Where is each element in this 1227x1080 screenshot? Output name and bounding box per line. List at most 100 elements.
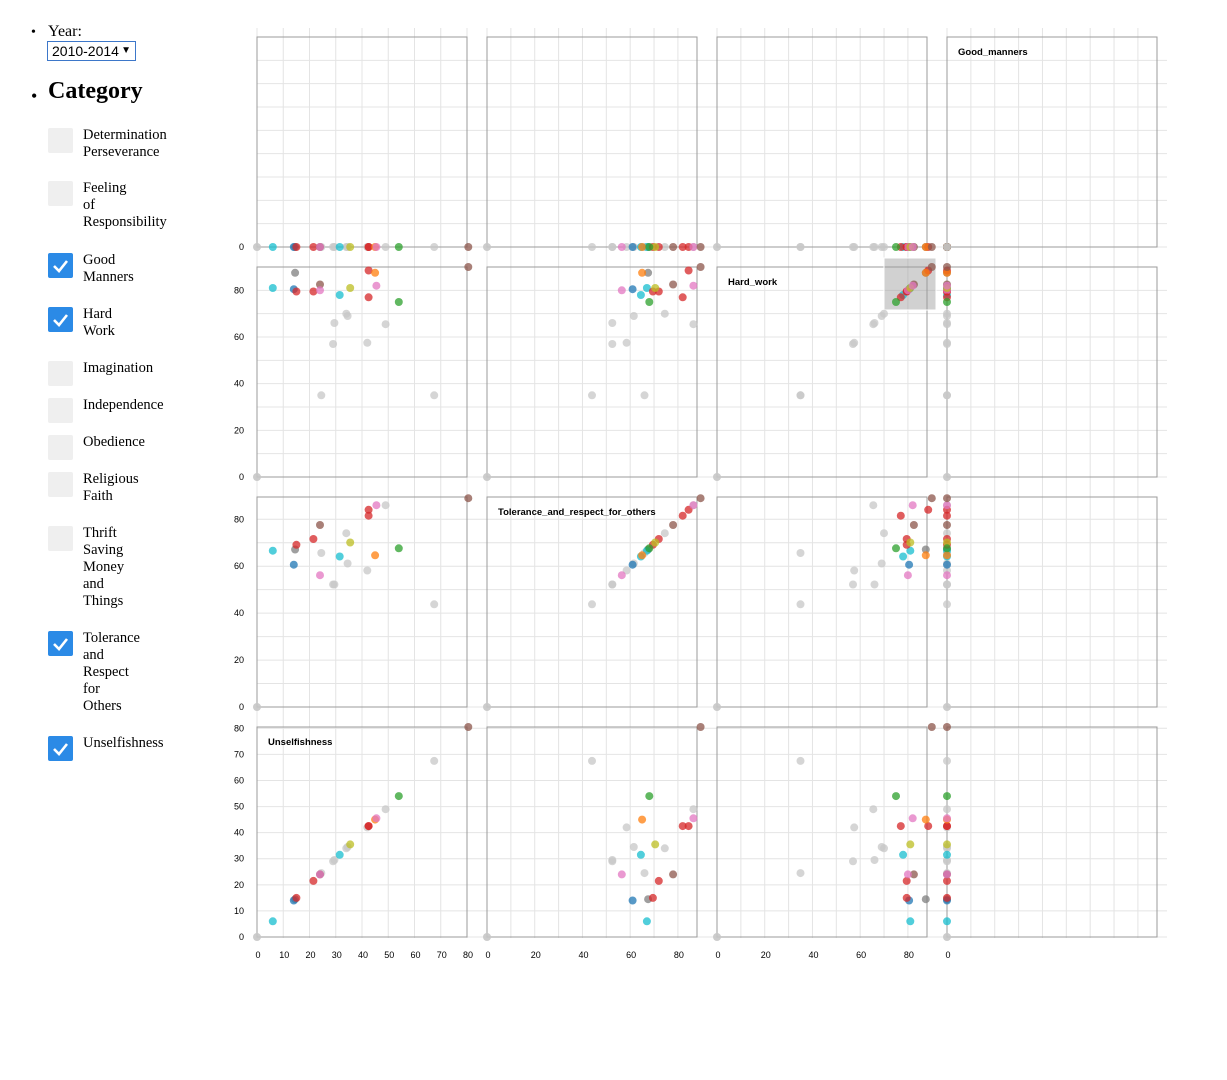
data-point-origin	[483, 933, 491, 941]
data-point	[651, 538, 660, 547]
data-point	[927, 243, 936, 251]
data-point	[316, 286, 324, 295]
data-point	[943, 551, 951, 560]
y-tick-label: 80	[234, 285, 244, 295]
category-checkbox[interactable]	[48, 307, 73, 332]
category-checkbox[interactable]	[48, 253, 73, 278]
data-point	[636, 850, 645, 859]
data-point	[628, 896, 637, 905]
data-point	[316, 870, 324, 879]
data-point	[381, 501, 390, 510]
data-point-origin	[713, 933, 721, 941]
x-tick-label: 50	[384, 950, 394, 960]
data-point	[849, 857, 857, 866]
category-checkbox[interactable]	[48, 526, 73, 551]
y-tick-label: 80	[234, 723, 244, 733]
data-point	[943, 571, 951, 580]
data-point	[909, 870, 918, 879]
variable-label: Hard_work	[728, 277, 778, 288]
data-point	[363, 338, 372, 347]
data-point	[921, 243, 930, 251]
data-point-origin	[483, 703, 491, 711]
data-point	[899, 552, 908, 561]
cell-frame	[486, 36, 698, 248]
data-point	[921, 268, 930, 277]
data-point	[921, 815, 930, 824]
category-label: Feeling of Responsibility	[83, 180, 183, 231]
data-point	[902, 893, 911, 902]
data-point	[364, 266, 373, 275]
data-point	[877, 559, 886, 568]
category-checkbox[interactable]	[48, 361, 73, 386]
year-select-value: 2010-2014	[52, 43, 119, 59]
data-point	[381, 805, 390, 814]
data-point	[870, 319, 879, 327]
data-point-origin	[713, 243, 721, 251]
data-point	[309, 535, 318, 543]
data-point	[292, 540, 301, 549]
data-point	[927, 494, 936, 503]
y-tick-label: 70	[234, 749, 244, 759]
data-point	[268, 917, 277, 926]
data-point	[628, 285, 637, 294]
data-point	[371, 551, 380, 560]
data-point	[364, 293, 373, 302]
data-point	[908, 501, 917, 510]
data-point	[892, 298, 900, 306]
data-point	[943, 538, 951, 547]
data-point	[892, 544, 900, 553]
data-point	[588, 391, 596, 400]
data-point	[608, 856, 617, 864]
data-point-origin	[943, 473, 951, 481]
category-label-line: Perseverance	[83, 144, 160, 160]
category-checkbox[interactable]	[48, 398, 73, 423]
data-point	[796, 243, 805, 251]
category-label-line: Determination	[83, 127, 167, 143]
data-point	[796, 756, 805, 765]
data-point	[638, 243, 647, 251]
data-point	[903, 571, 912, 580]
data-point	[796, 869, 805, 878]
data-point	[346, 243, 355, 251]
data-point	[660, 529, 669, 538]
data-point	[908, 281, 917, 290]
data-point	[870, 580, 879, 589]
category-checkbox[interactable]	[48, 472, 73, 497]
data-point	[943, 840, 951, 849]
data-point	[892, 792, 900, 801]
data-point	[640, 391, 649, 400]
data-point	[689, 805, 698, 814]
data-point	[906, 840, 915, 849]
category-checkbox[interactable]	[48, 128, 73, 153]
data-point	[921, 895, 930, 904]
cell-frame	[256, 36, 468, 248]
data-point	[291, 268, 300, 277]
checkmark-icon	[53, 314, 69, 327]
data-point	[908, 814, 917, 823]
data-point	[617, 243, 626, 251]
data-point	[909, 521, 918, 529]
data-point	[342, 529, 351, 538]
data-point	[346, 840, 355, 849]
data-point	[905, 560, 914, 569]
y-tick-label: 20	[234, 880, 244, 890]
data-point	[943, 298, 951, 306]
category-checkbox[interactable]	[48, 631, 73, 656]
category-label-line: Work	[83, 323, 115, 339]
x-tick-label: 20	[761, 950, 771, 960]
data-point	[608, 243, 617, 251]
category-checkbox[interactable]	[48, 435, 73, 460]
category-label: Independence	[83, 397, 183, 414]
category-title: Category	[48, 78, 143, 104]
data-point	[943, 312, 951, 320]
data-point	[678, 822, 687, 831]
category-checkbox[interactable]	[48, 181, 73, 206]
x-tick-label: 0	[715, 950, 720, 960]
category-checkbox[interactable]	[48, 736, 73, 761]
data-point	[678, 293, 687, 302]
category-label-line: Responsibility	[83, 214, 167, 230]
data-point	[660, 844, 669, 853]
category-label: Unselfishness	[83, 735, 183, 752]
year-select[interactable]: 2010-2014 ▼	[47, 41, 136, 61]
